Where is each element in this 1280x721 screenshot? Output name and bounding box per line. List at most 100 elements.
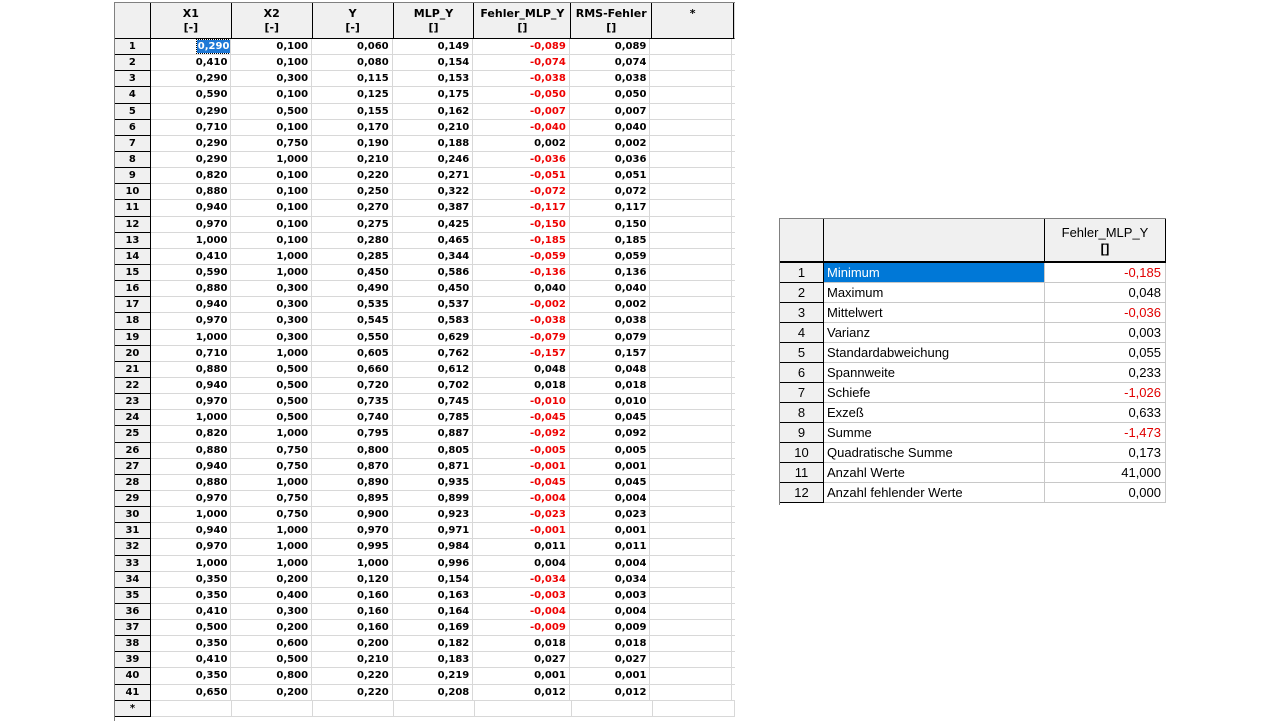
statistics-row[interactable]: 6 Spannweite 0,233 [780, 363, 1166, 383]
cell-new[interactable] [650, 71, 733, 88]
cell-new[interactable] [650, 103, 733, 120]
cell-x1[interactable]: 1,000 [150, 507, 232, 524]
cell-x2[interactable]: 0,750 [231, 135, 313, 152]
cell-rms-fehler[interactable]: 0,045 [569, 410, 651, 427]
cell-x2[interactable]: 0,200 [231, 684, 313, 701]
table-row[interactable]: 19 1,000 0,300 0,550 0,629 -0,079 0,079 [115, 329, 735, 346]
row-header[interactable]: 26 [115, 442, 151, 459]
cell-rms-fehler[interactable]: 0,018 [569, 636, 651, 653]
row-header[interactable]: 6 [115, 119, 151, 136]
table-row[interactable]: 29 0,970 0,750 0,895 0,899 -0,004 0,004 [115, 490, 735, 508]
column-header-new[interactable]: * [652, 3, 735, 39]
cell-x1[interactable]: 0,500 [150, 620, 232, 637]
row-header[interactable]: 36 [115, 603, 151, 621]
cell-x2[interactable]: 0,750 [231, 507, 313, 524]
statistics-value[interactable]: -0,185 [1045, 263, 1166, 283]
row-header[interactable]: 40 [115, 668, 151, 685]
cell-new[interactable] [650, 55, 733, 72]
cell-x2[interactable]: 0,100 [231, 55, 313, 72]
cell-fehler-mlp-y[interactable]: -0,036 [473, 151, 570, 169]
cell-rms-fehler[interactable]: 0,050 [569, 87, 651, 104]
cell-y[interactable]: 0,060 [312, 39, 393, 56]
cell-x1[interactable]: 0,940 [150, 297, 232, 314]
cell-fehler-mlp-y[interactable]: 0,027 [473, 652, 570, 669]
cell-x1[interactable]: 0,350 [150, 636, 232, 653]
column-header-y[interactable]: Y [-] [312, 3, 394, 39]
statistics-row[interactable]: 11 Anzahl Werte 41,000 [780, 463, 1166, 483]
cell-x1[interactable]: 0,940 [150, 458, 232, 475]
cell-rms-fehler[interactable]: 0,185 [569, 232, 651, 249]
table-row[interactable]: 2 0,410 0,100 0,080 0,154 -0,074 0,074 [115, 55, 735, 72]
column-header-mlp-y[interactable]: MLP_Y[] [393, 3, 475, 39]
cell-y[interactable]: 0,970 [312, 523, 393, 540]
cell-y[interactable]: 0,155 [312, 103, 393, 120]
new-row-cell[interactable] [151, 700, 232, 717]
row-header[interactable]: 27 [115, 458, 151, 475]
table-row[interactable]: 34 0,350 0,200 0,120 0,154 -0,034 0,034 [115, 571, 735, 588]
cell-new[interactable] [650, 39, 732, 56]
cell-x2[interactable]: 0,500 [231, 410, 313, 427]
cell-x1[interactable]: 0,880 [150, 184, 232, 201]
cell-y[interactable]: 0,895 [312, 490, 393, 508]
cell-fehler-mlp-y[interactable]: -0,007 [473, 103, 570, 120]
cell-y[interactable]: 0,720 [312, 377, 393, 395]
cell-y[interactable]: 0,200 [312, 636, 393, 653]
table-row[interactable]: 10 0,880 0,100 0,250 0,322 -0,072 0,072 [115, 184, 735, 201]
cell-mlp-y[interactable]: 0,702 [392, 377, 474, 395]
cell-x2[interactable]: 1,000 [231, 474, 313, 491]
statistics-value[interactable]: -1,473 [1045, 423, 1166, 443]
statistics-column-header[interactable]: Fehler_MLP_Y [] [1045, 219, 1166, 263]
cell-rms-fehler[interactable]: 0,040 [569, 119, 651, 136]
cell-mlp-y[interactable]: 0,322 [392, 184, 474, 201]
statistics-value[interactable]: -1,026 [1045, 383, 1166, 403]
statistics-row-number[interactable]: 9 [780, 423, 824, 443]
table-row[interactable]: 18 0,970 0,300 0,545 0,583 -0,038 0,038 [115, 313, 735, 330]
cell-rms-fehler[interactable]: 0,051 [569, 168, 651, 185]
cell-fehler-mlp-y[interactable]: -0,001 [473, 523, 570, 540]
cell-x1[interactable]: 0,970 [150, 490, 232, 508]
row-header[interactable]: 24 [115, 410, 151, 427]
cell-x1[interactable]: 0,290 [150, 103, 232, 120]
cell-x2[interactable]: 0,100 [231, 200, 313, 217]
cell-new[interactable] [650, 281, 733, 298]
statistics-row-number[interactable]: 8 [780, 403, 824, 423]
cell-y[interactable]: 0,605 [312, 345, 393, 362]
cell-rms-fehler[interactable]: 0,074 [569, 55, 651, 72]
row-header[interactable]: 1 [115, 39, 151, 56]
cell-x2[interactable]: 1,000 [231, 264, 313, 282]
cell-fehler-mlp-y[interactable]: -0,010 [473, 394, 570, 411]
cell-rms-fehler[interactable]: 0,004 [569, 603, 651, 621]
cell-y[interactable]: 0,740 [312, 410, 393, 427]
statistics-label[interactable]: Varianz [824, 323, 1045, 343]
statistics-row-number[interactable]: 3 [780, 303, 824, 323]
cell-fehler-mlp-y[interactable]: -0,185 [473, 232, 570, 249]
cell-x2[interactable]: 0,200 [231, 571, 313, 588]
cell-mlp-y[interactable]: 0,785 [392, 410, 474, 427]
cell-mlp-y[interactable]: 0,871 [392, 458, 474, 475]
cell-fehler-mlp-y[interactable]: -0,157 [473, 345, 570, 362]
statistics-row-number[interactable]: 10 [780, 443, 824, 463]
cell-rms-fehler[interactable]: 0,117 [569, 200, 651, 217]
cell-y[interactable]: 0,080 [312, 55, 393, 72]
cell-x2[interactable]: 0,100 [231, 184, 313, 201]
cell-x2[interactable]: 1,000 [231, 151, 313, 169]
statistics-label[interactable]: Summe [824, 423, 1045, 443]
cell-rms-fehler[interactable]: 0,010 [569, 394, 651, 411]
cell-rms-fehler[interactable]: 0,001 [569, 523, 651, 540]
cell-mlp-y[interactable]: 0,210 [392, 119, 474, 136]
cell-y[interactable]: 0,660 [312, 361, 393, 378]
cell-mlp-y[interactable]: 0,163 [392, 587, 474, 604]
row-header[interactable]: 15 [115, 264, 151, 282]
cell-x1[interactable]: 0,940 [150, 377, 232, 395]
column-header-fehler-mlp-y[interactable]: Fehler_MLP_Y[] [474, 3, 572, 39]
cell-x2[interactable]: 0,100 [231, 168, 313, 185]
statistics-label[interactable]: Spannweite [824, 363, 1045, 383]
cell-y[interactable]: 1,000 [312, 555, 393, 572]
table-row[interactable]: 37 0,500 0,200 0,160 0,169 -0,009 0,009 [115, 620, 735, 637]
statistics-row[interactable]: 7 Schiefe -1,026 [780, 383, 1166, 403]
cell-y[interactable]: 0,995 [312, 539, 393, 556]
statistics-value[interactable]: 0,173 [1045, 443, 1166, 463]
cell-y[interactable]: 0,210 [312, 151, 393, 169]
cell-fehler-mlp-y[interactable]: -0,034 [473, 571, 570, 588]
cell-fehler-mlp-y[interactable]: -0,038 [473, 71, 570, 88]
